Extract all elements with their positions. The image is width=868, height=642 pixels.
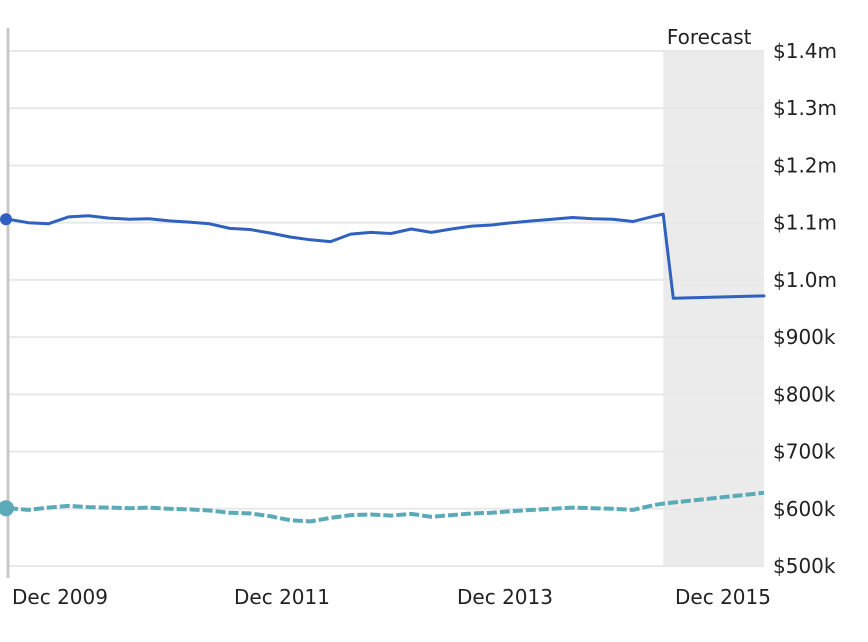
x-tick-label: Dec 2015: [675, 585, 771, 609]
y-tick-label: $700k: [773, 440, 836, 464]
forecast-label: Forecast: [667, 25, 752, 49]
series-line-1: [6, 212, 766, 300]
x-tick-label: Dec 2009: [12, 585, 108, 609]
forecast-band: [663, 51, 764, 566]
y-tick-label: $600k: [773, 497, 836, 521]
y-tick-label: $1.3m: [773, 96, 837, 120]
series-line-2: [7, 490, 765, 524]
y-tick-label: $900k: [773, 325, 836, 349]
y-tick-label: $1.1m: [773, 211, 837, 235]
x-tick-label: Dec 2013: [457, 585, 553, 609]
y-tick-label: $1.0m: [773, 268, 837, 292]
y-tick-label: $800k: [773, 382, 836, 406]
x-tick-label: Dec 2011: [234, 585, 330, 609]
y-tick-label: $1.2m: [773, 153, 837, 177]
y-tick-label: $1.4m: [773, 39, 837, 63]
series-marker-1: [0, 213, 12, 226]
y-tick-label: $500k: [773, 554, 836, 578]
series-marker-2: [0, 500, 14, 517]
